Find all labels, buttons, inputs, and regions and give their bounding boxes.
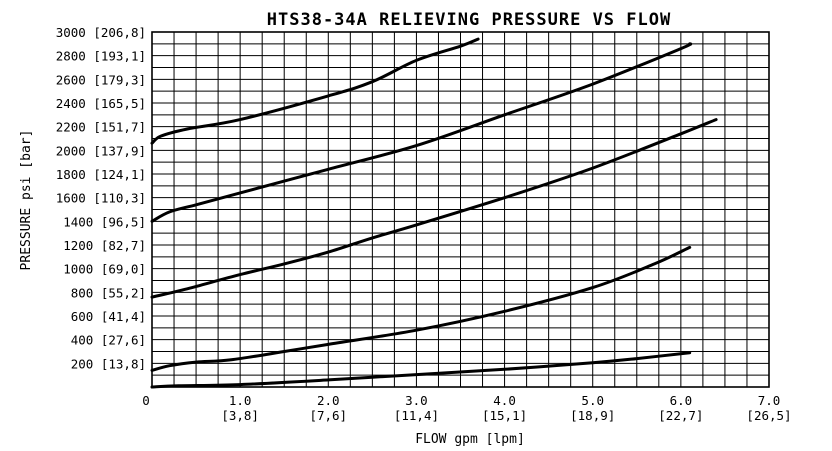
x-tick-label: 5.0 xyxy=(581,393,604,408)
grid xyxy=(151,31,770,388)
x-tick-label: 4.0 xyxy=(493,393,516,408)
x-tick-sublabel: [7,6] xyxy=(309,408,347,423)
x-tick-label: 3.0 xyxy=(405,393,428,408)
x-tick-sublabel: [11,4] xyxy=(394,408,439,423)
y-tick-label: 3000 [206,8] xyxy=(56,25,146,40)
x-tick-label: 7.0 xyxy=(758,393,781,408)
x-tick-label: 2.0 xyxy=(317,393,340,408)
series-line-curve-3 xyxy=(150,118,718,299)
y-tick-label: 400 [27,6] xyxy=(71,333,146,348)
y-tick-label: 200 [13,8] xyxy=(71,356,146,371)
series-line-curve-5 xyxy=(150,37,480,145)
y-tick-labels: 200 [13,8] 400 [27,6] 600 [41,4] 800 [55,2]… xyxy=(56,25,146,371)
y-tick-label: 2200 [151,7] xyxy=(56,120,146,135)
y-tick-label: 2000 [137,9] xyxy=(56,143,146,158)
y-tick-label: 1400 [96,5] xyxy=(63,214,146,229)
plot-frame xyxy=(151,31,770,388)
y-tick-label: 1200 [82,7] xyxy=(63,238,146,253)
x-tick-sublabel: [22,7] xyxy=(658,408,703,423)
y-tick-label: 800 [55,2] xyxy=(71,285,146,300)
y-axis-label: PRESSURE psi [bar] xyxy=(19,130,34,271)
x-tick-labels: 0 1.0[3,8] 2.0[7,6] 3.0[11,4] 4.0[15,1] 5.0[1… xyxy=(142,393,791,423)
y-tick-label: 1600 [110,3] xyxy=(56,191,146,206)
series-line-curve-1 xyxy=(150,351,692,389)
series-line-curve-2 xyxy=(150,245,692,372)
x-tick-sublabel: [3,8] xyxy=(221,408,259,423)
y-tick-label: 600 [41,4] xyxy=(71,309,146,324)
series-layer xyxy=(150,37,718,389)
x-axis-label: FLOW gpm [lpm] xyxy=(415,432,525,447)
y-tick-label: 2600 [179,3] xyxy=(56,72,146,87)
x-tick-label: 0 xyxy=(142,393,150,408)
y-tick-label: 1800 [124,1] xyxy=(56,167,146,182)
x-tick-label: 1.0 xyxy=(229,393,252,408)
x-tick-label: 6.0 xyxy=(670,393,693,408)
x-tick-sublabel: [26,5] xyxy=(746,408,791,423)
y-tick-label: 1000 [69,0] xyxy=(63,262,146,277)
y-tick-label: 2800 [193,1] xyxy=(56,49,146,64)
y-tick-label: 2400 [165,5] xyxy=(56,96,146,111)
series-line-curve-4 xyxy=(150,42,693,223)
x-tick-sublabel: [15,1] xyxy=(482,408,527,423)
x-tick-sublabel: [18,9] xyxy=(570,408,615,423)
chart-title: HTS38-34A RELIEVING PRESSURE VS FLOW xyxy=(267,10,671,30)
